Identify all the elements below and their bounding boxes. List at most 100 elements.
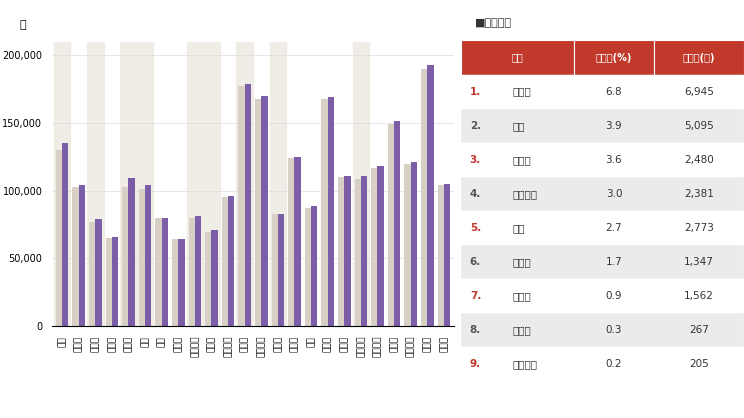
Bar (338, 177, 344, 326)
Bar (112, 237, 118, 326)
Text: 1,562: 1,562 (684, 291, 713, 301)
Bar (155, 218, 161, 326)
Bar (187, 42, 203, 326)
Bar (461, 314, 744, 347)
Text: 1.7: 1.7 (606, 257, 622, 267)
Text: 0.9: 0.9 (606, 291, 622, 301)
Bar (461, 143, 744, 177)
Bar (106, 238, 112, 326)
Bar (56, 150, 62, 326)
Text: 東成区: 東成区 (512, 325, 531, 335)
Bar (179, 240, 185, 326)
Bar (461, 279, 744, 314)
Text: 0.2: 0.2 (606, 359, 622, 370)
Text: 2.7: 2.7 (606, 223, 622, 233)
Bar (461, 177, 744, 211)
Bar (461, 41, 574, 74)
Bar (427, 65, 434, 326)
Bar (278, 214, 284, 326)
Text: 205: 205 (689, 359, 708, 370)
Bar (269, 42, 286, 326)
Text: 4.: 4. (469, 189, 481, 199)
Text: 西区: 西区 (512, 223, 525, 233)
Text: 5,095: 5,095 (684, 121, 713, 131)
Bar (87, 42, 103, 326)
Text: 9.: 9. (469, 359, 481, 370)
Bar (295, 157, 301, 326)
Bar (361, 176, 368, 326)
Bar (222, 197, 228, 326)
Bar (145, 185, 151, 326)
Text: 2.: 2. (469, 121, 481, 131)
Bar (574, 41, 653, 74)
Text: 中央区: 中央区 (512, 87, 531, 97)
Text: 3.: 3. (469, 155, 481, 165)
Text: 2,480: 2,480 (684, 155, 713, 165)
Bar (437, 185, 444, 326)
Bar (95, 219, 101, 326)
Bar (255, 99, 261, 326)
Bar (245, 84, 251, 326)
Bar (172, 240, 179, 326)
Text: 2,773: 2,773 (684, 223, 713, 233)
Text: 7.: 7. (469, 291, 481, 301)
Text: 1.: 1. (469, 87, 481, 97)
Bar (188, 219, 195, 326)
Bar (377, 166, 384, 326)
Bar (203, 42, 219, 326)
Bar (72, 186, 79, 326)
Text: 3.6: 3.6 (606, 155, 622, 165)
Bar (261, 96, 268, 326)
Text: 増加数(人): 増加数(人) (682, 53, 715, 63)
Bar (195, 216, 201, 326)
Text: 2,381: 2,381 (684, 189, 713, 199)
Text: 1,347: 1,347 (684, 257, 713, 267)
Text: 浪速区: 浪速区 (512, 155, 531, 165)
Text: 北区: 北区 (512, 121, 525, 131)
Bar (228, 196, 234, 326)
Bar (355, 178, 361, 326)
Text: 淀川区: 淀川区 (512, 291, 531, 301)
Bar (62, 143, 68, 326)
Bar (54, 42, 71, 326)
Text: 天王寺区: 天王寺区 (512, 189, 537, 199)
Bar (211, 230, 218, 326)
Bar (272, 214, 278, 326)
Text: 阿倍野区: 阿倍野区 (512, 359, 537, 370)
Bar (305, 208, 311, 326)
Bar (405, 163, 411, 326)
Bar (461, 109, 744, 143)
Text: 6.8: 6.8 (606, 87, 622, 97)
Bar (137, 42, 153, 326)
Text: 3.9: 3.9 (606, 121, 622, 131)
Bar (138, 189, 145, 326)
Text: 5.: 5. (469, 223, 481, 233)
Bar (89, 222, 95, 326)
Bar (79, 185, 85, 326)
Bar (388, 125, 394, 326)
Bar (411, 162, 417, 326)
Text: 8.: 8. (469, 325, 481, 335)
Bar (238, 86, 245, 326)
Bar (653, 41, 744, 74)
Text: 3.0: 3.0 (606, 189, 622, 199)
Text: 人: 人 (20, 20, 27, 31)
Bar (129, 178, 135, 326)
Bar (444, 184, 450, 326)
Bar (344, 176, 350, 326)
Text: 福島区: 福島区 (512, 257, 531, 267)
Bar (205, 232, 211, 326)
Bar (461, 74, 744, 109)
Text: 0.3: 0.3 (606, 325, 622, 335)
Bar (327, 97, 334, 326)
Text: 区名: 区名 (512, 53, 524, 63)
Bar (311, 206, 318, 326)
Bar (288, 158, 295, 326)
Text: 6.: 6. (469, 257, 481, 267)
Bar (161, 218, 168, 326)
Text: 増加率(%): 増加率(%) (596, 53, 632, 63)
Text: ■増加区部: ■増加区部 (475, 18, 513, 28)
Bar (371, 168, 377, 326)
Bar (353, 42, 369, 326)
Bar (461, 211, 744, 245)
